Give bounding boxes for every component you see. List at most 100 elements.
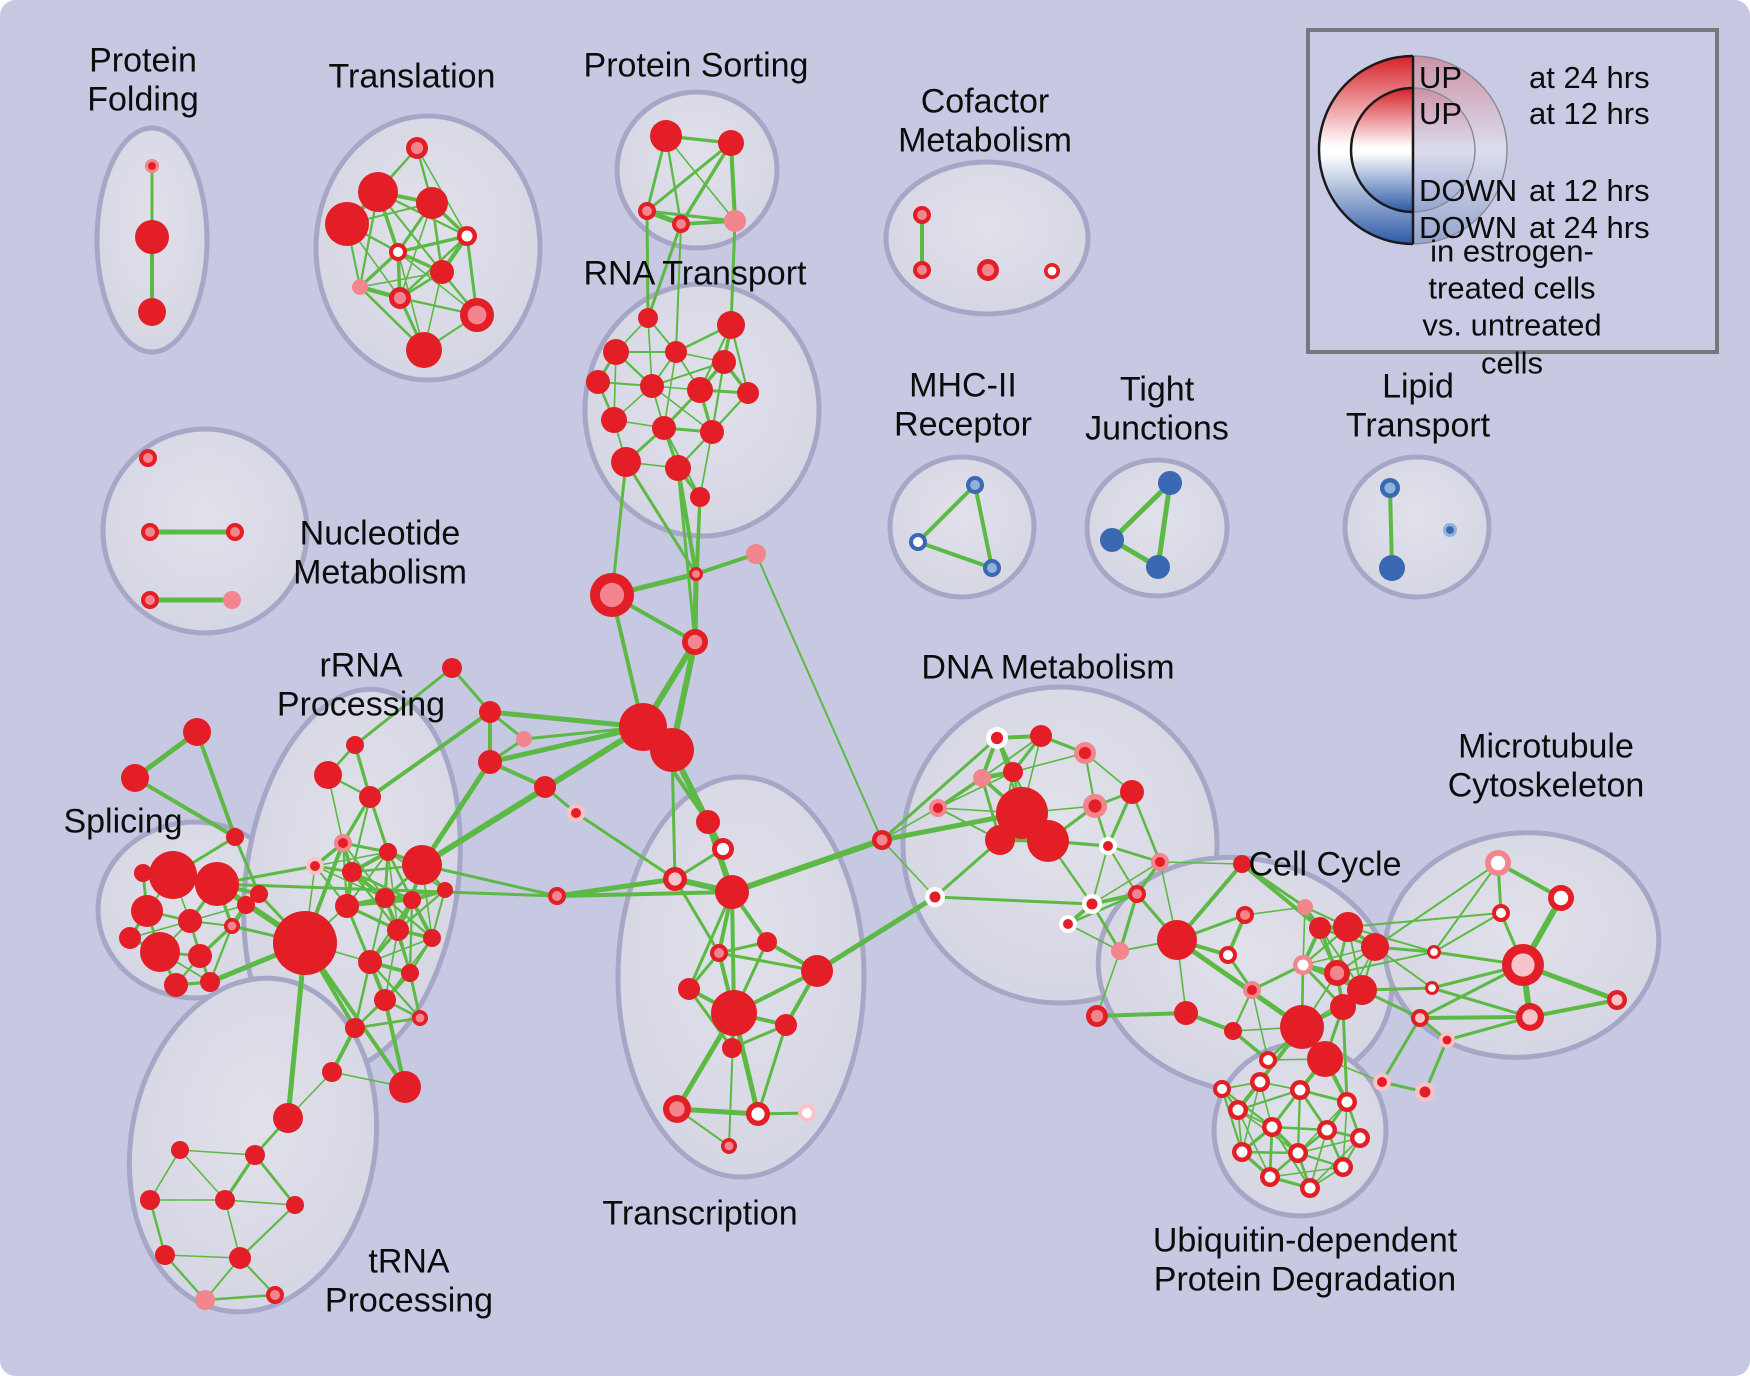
network-node[interactable] (273, 1103, 303, 1133)
network-node[interactable] (342, 862, 362, 882)
network-node[interactable] (1260, 1167, 1280, 1187)
network-node[interactable] (1213, 1080, 1231, 1098)
network-node[interactable] (1232, 1142, 1252, 1162)
network-node[interactable] (1074, 742, 1096, 764)
network-node[interactable] (1337, 1092, 1357, 1112)
network-node[interactable] (1415, 1082, 1435, 1102)
network-node[interactable] (352, 279, 368, 295)
network-node[interactable] (1361, 933, 1389, 961)
network-node[interactable] (1224, 1022, 1242, 1040)
network-node[interactable] (1307, 1041, 1343, 1077)
network-node[interactable] (273, 911, 337, 975)
network-node[interactable] (548, 887, 566, 905)
network-node[interactable] (306, 857, 324, 875)
network-node[interactable] (711, 990, 757, 1036)
network-node[interactable] (801, 955, 833, 987)
network-node[interactable] (665, 341, 687, 363)
network-node[interactable] (1128, 885, 1146, 903)
network-node[interactable] (171, 1141, 189, 1159)
network-node[interactable] (1373, 1073, 1391, 1091)
network-node[interactable] (718, 130, 744, 156)
network-node[interactable] (966, 476, 984, 494)
network-node[interactable] (640, 374, 664, 398)
network-node[interactable] (1146, 555, 1170, 579)
network-node[interactable] (1485, 850, 1511, 876)
network-node[interactable] (345, 1018, 365, 1038)
network-node[interactable] (1280, 1005, 1324, 1049)
network-node[interactable] (140, 932, 180, 972)
network-node[interactable] (141, 591, 159, 609)
network-node[interactable] (226, 828, 244, 846)
network-node[interactable] (1443, 523, 1457, 537)
network-node[interactable] (696, 810, 720, 834)
network-node[interactable] (403, 891, 421, 909)
network-node[interactable] (286, 1196, 304, 1214)
network-node[interactable] (1219, 946, 1237, 964)
network-node[interactable] (710, 944, 728, 962)
network-node[interactable] (712, 838, 734, 860)
network-node[interactable] (1350, 1128, 1370, 1148)
network-node[interactable] (678, 978, 700, 1000)
network-node[interactable] (149, 851, 197, 899)
network-node[interactable] (1236, 906, 1254, 924)
network-node[interactable] (1099, 837, 1117, 855)
network-node[interactable] (134, 864, 152, 882)
network-node[interactable] (712, 350, 736, 374)
network-node[interactable] (567, 804, 585, 822)
network-node[interactable] (1174, 1001, 1198, 1025)
network-node[interactable] (1516, 1003, 1544, 1031)
network-node[interactable] (1379, 555, 1405, 581)
network-node[interactable] (913, 261, 931, 279)
network-node[interactable] (121, 764, 149, 792)
network-node[interactable] (1120, 780, 1144, 804)
network-node[interactable] (1259, 1051, 1277, 1069)
network-node[interactable] (1082, 894, 1102, 914)
network-node[interactable] (215, 1190, 235, 1210)
network-node[interactable] (985, 825, 1015, 855)
network-node[interactable] (135, 220, 169, 254)
network-node[interactable] (139, 449, 157, 467)
network-node[interactable] (1157, 920, 1197, 960)
network-node[interactable] (700, 420, 724, 444)
network-node[interactable] (1293, 955, 1313, 975)
network-node[interactable] (1030, 725, 1052, 747)
network-node[interactable] (145, 159, 159, 173)
network-node[interactable] (314, 761, 342, 789)
network-node[interactable] (389, 1071, 421, 1103)
network-node[interactable] (724, 210, 746, 232)
network-node[interactable] (1411, 1009, 1429, 1027)
network-node[interactable] (690, 487, 710, 507)
network-node[interactable] (913, 206, 931, 224)
network-node[interactable] (1086, 1005, 1108, 1027)
network-node[interactable] (1425, 981, 1439, 995)
network-node[interactable] (590, 573, 634, 617)
network-node[interactable] (746, 544, 766, 564)
network-node[interactable] (141, 523, 159, 541)
network-node[interactable] (245, 1145, 265, 1165)
network-node[interactable] (229, 1247, 251, 1269)
network-node[interactable] (346, 736, 364, 754)
network-node[interactable] (1607, 990, 1627, 1010)
network-node[interactable] (1317, 1120, 1337, 1140)
network-node[interactable] (687, 377, 713, 403)
network-node[interactable] (1333, 1157, 1353, 1177)
network-node[interactable] (1290, 1080, 1310, 1100)
network-node[interactable] (131, 895, 163, 927)
network-node[interactable] (195, 862, 239, 906)
network-node[interactable] (1228, 1100, 1248, 1120)
network-node[interactable] (1439, 1032, 1455, 1048)
network-node[interactable] (757, 932, 777, 952)
network-node[interactable] (437, 882, 453, 898)
network-node[interactable] (977, 259, 999, 281)
network-node[interactable] (1297, 899, 1313, 915)
network-node[interactable] (1158, 471, 1182, 495)
network-node[interactable] (1380, 478, 1400, 498)
network-node[interactable] (138, 298, 166, 326)
network-node[interactable] (1548, 885, 1574, 911)
network-node[interactable] (1288, 1143, 1308, 1163)
network-node[interactable] (1059, 915, 1077, 933)
network-node[interactable] (663, 867, 687, 891)
network-node[interactable] (195, 1290, 215, 1310)
network-node[interactable] (665, 455, 691, 481)
network-node[interactable] (322, 1062, 342, 1082)
